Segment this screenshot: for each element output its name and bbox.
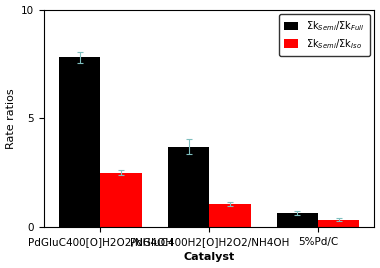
Bar <box>318 219 359 227</box>
Y-axis label: Rate ratios: Rate ratios <box>6 88 16 149</box>
Bar <box>209 204 250 227</box>
Bar <box>277 213 318 227</box>
Bar <box>100 173 142 227</box>
X-axis label: Catalyst: Catalyst <box>184 252 235 262</box>
Bar <box>59 57 100 227</box>
Legend: $\Sigma$k$_{Semi}$/$\Sigma$k$_{Full}$, $\Sigma$k$_{Semi}$/$\Sigma$k$_{Iso}$: $\Sigma$k$_{Semi}$/$\Sigma$k$_{Full}$, $… <box>279 14 370 56</box>
Bar <box>168 147 209 227</box>
